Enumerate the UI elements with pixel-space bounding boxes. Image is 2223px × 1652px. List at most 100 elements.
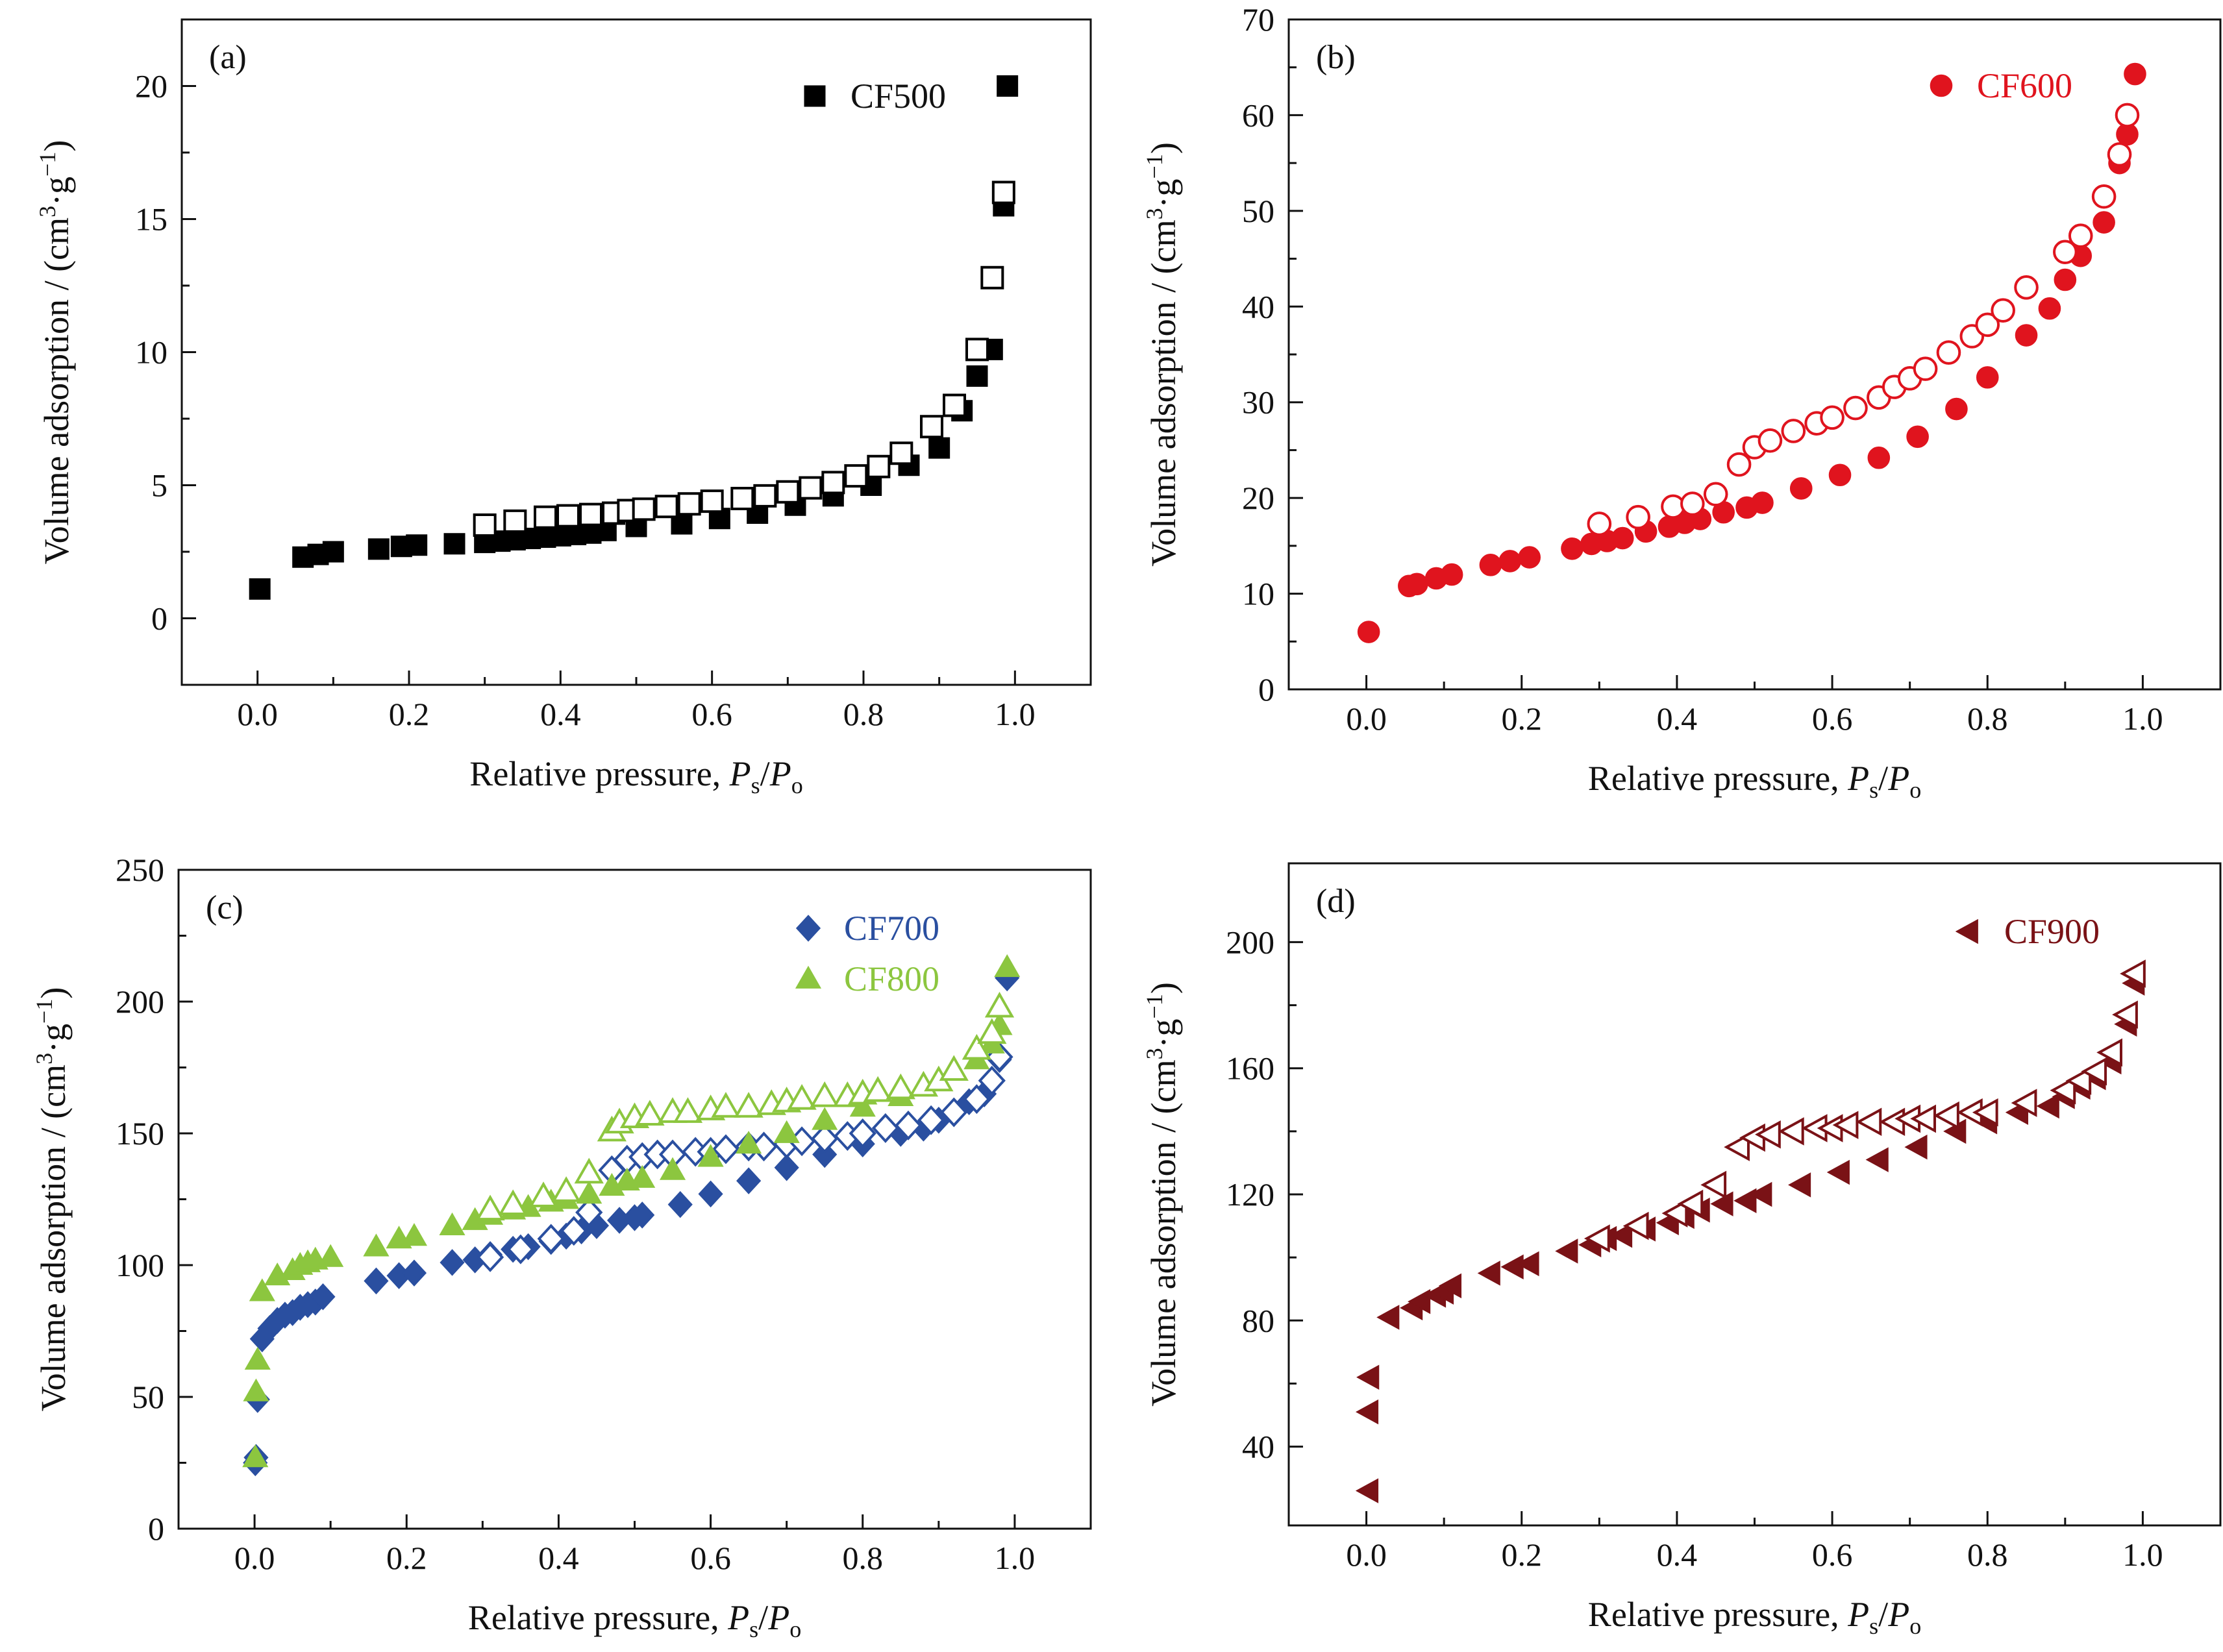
data-point-adsorption bbox=[1945, 397, 1968, 421]
data-point-desorption bbox=[498, 1189, 528, 1216]
data-point-desorption bbox=[635, 1100, 665, 1126]
data-point-adsorption bbox=[1357, 621, 1380, 643]
data-point-desorption bbox=[963, 1084, 991, 1115]
x-axis-label: Relative pressure, Ps/Po bbox=[1588, 1595, 1921, 1639]
data-point-adsorption bbox=[629, 1165, 656, 1188]
y-tick-label: 0 bbox=[1258, 671, 1274, 708]
series-CF500 bbox=[249, 75, 1019, 600]
data-point-desorption bbox=[1820, 405, 1844, 430]
y-tick-label: 100 bbox=[116, 1247, 164, 1283]
data-point-adsorption bbox=[1518, 546, 1541, 569]
data-point-adsorption bbox=[1751, 491, 1774, 514]
x-tick-label: 1.0 bbox=[2122, 700, 2163, 737]
data-point-desorption bbox=[730, 487, 754, 510]
data-point-desorption bbox=[943, 393, 966, 417]
data-point-desorption bbox=[977, 1018, 1007, 1044]
data-point-desorption bbox=[712, 1134, 740, 1165]
x-tick-label: 0.0 bbox=[1346, 700, 1387, 737]
data-point-adsorption bbox=[1906, 425, 1929, 449]
x-tick-label: 0.8 bbox=[843, 696, 884, 732]
data-point-desorption bbox=[863, 1076, 893, 1102]
data-point-desorption bbox=[503, 509, 527, 533]
data-point-desorption bbox=[1975, 312, 2000, 338]
x-tick-label: 0.0 bbox=[1346, 1536, 1387, 1573]
panel-label: (a) bbox=[209, 39, 247, 76]
x-tick-label: 0.6 bbox=[690, 1540, 731, 1576]
y-tick-label: 120 bbox=[1226, 1176, 1274, 1213]
y-tick-label: 200 bbox=[1226, 924, 1274, 960]
y-tick-label: 0 bbox=[151, 600, 168, 637]
data-point-desorption bbox=[556, 504, 580, 528]
data-point-desorption bbox=[734, 1092, 764, 1118]
y-tick-label: 40 bbox=[1242, 288, 1274, 325]
data-point-adsorption bbox=[249, 578, 271, 600]
y-tick-label: 150 bbox=[116, 1115, 164, 1152]
data-point-adsorption bbox=[1828, 463, 1852, 487]
data-point-adsorption bbox=[928, 437, 950, 459]
panel-3: 0.0 0.2 0.4 0.6 0.8 1.0 40 80 120 160 200 (d) Relati… bbox=[1141, 862, 2222, 1639]
data-point-desorption bbox=[1910, 1104, 1936, 1133]
data-point-desorption bbox=[849, 1118, 876, 1148]
panel-0: 0.0 0.2 0.4 0.6 0.8 1.0 0 5 10 15 20 (a) Relative pr… bbox=[34, 18, 1092, 798]
x-axis-label: Relative pressure, Ps/Po bbox=[469, 754, 802, 798]
data-point-desorption bbox=[2112, 1000, 2138, 1029]
data-point-desorption bbox=[1726, 452, 1752, 477]
data-point-desorption bbox=[940, 1097, 968, 1128]
data-point-adsorption bbox=[1477, 1261, 1500, 1286]
data-point-adsorption bbox=[1479, 554, 1502, 576]
data-point-adsorption bbox=[1611, 526, 1634, 550]
data-point-desorption bbox=[711, 1092, 741, 1118]
data-point-desorption bbox=[1879, 1107, 1906, 1137]
data-point-desorption bbox=[1700, 1170, 1727, 1200]
data-point-adsorption bbox=[249, 1278, 275, 1301]
y-tick-label: 5 bbox=[151, 467, 168, 504]
data-point-desorption bbox=[1913, 356, 1938, 381]
data-point-adsorption bbox=[2093, 211, 2115, 234]
data-point-adsorption bbox=[698, 1180, 723, 1208]
plot-frame bbox=[1287, 18, 2222, 691]
data-point-desorption bbox=[506, 1234, 534, 1264]
data-point-desorption bbox=[867, 454, 891, 478]
data-point-desorption bbox=[2096, 1038, 2122, 1067]
panel-2: 0.0 0.2 0.4 0.6 0.8 1.0 0 50 100 150 200 250 (c) Rela… bbox=[31, 852, 1092, 1642]
data-point-desorption bbox=[1856, 1107, 1882, 1137]
x-tick-label: 0.8 bbox=[1967, 1536, 2008, 1573]
data-point-adsorption bbox=[401, 1259, 427, 1287]
data-point-adsorption bbox=[1733, 1188, 1757, 1213]
x-tick-label: 1.0 bbox=[995, 696, 1036, 732]
data-point-adsorption bbox=[994, 954, 1021, 978]
data-point-adsorption bbox=[736, 1167, 762, 1194]
y-tick-label: 0 bbox=[148, 1510, 164, 1547]
data-point-adsorption bbox=[773, 1120, 800, 1143]
data-point-adsorption bbox=[1438, 1273, 1462, 1299]
data-point-adsorption bbox=[364, 1267, 389, 1295]
data-point-desorption bbox=[2065, 1066, 2092, 1095]
series-desorption-1 bbox=[476, 1042, 1013, 1272]
data-point-desorption bbox=[2115, 103, 2140, 128]
data-point-adsorption bbox=[1561, 537, 1583, 560]
series-CF700 bbox=[243, 964, 1020, 1477]
data-point-adsorption bbox=[367, 538, 390, 560]
data-point-desorption bbox=[2068, 223, 2093, 248]
data-point-desorption bbox=[575, 1197, 603, 1227]
data-point-adsorption bbox=[1516, 1251, 1539, 1277]
data-point-desorption bbox=[654, 495, 678, 519]
data-point-adsorption bbox=[1500, 1254, 1524, 1279]
data-point-desorption bbox=[2107, 142, 2132, 167]
data-point-desorption bbox=[677, 492, 701, 516]
x-tick-label: 0.2 bbox=[1502, 700, 1543, 737]
data-point-adsorption bbox=[1555, 1239, 1578, 1264]
data-point-desorption bbox=[2011, 1089, 2037, 1117]
data-point-desorption bbox=[1781, 419, 1806, 443]
x-tick-label: 0.2 bbox=[1502, 1536, 1543, 1573]
legend-label: CF600 bbox=[1977, 66, 2072, 105]
data-point-desorption bbox=[886, 1073, 915, 1100]
data-point-adsorption bbox=[2054, 268, 2077, 291]
panel-label: (c) bbox=[206, 889, 243, 926]
data-point-desorption bbox=[534, 505, 557, 529]
data-point-desorption bbox=[1677, 1189, 1704, 1218]
data-point-adsorption bbox=[630, 1202, 655, 1229]
data-point-desorption bbox=[1661, 1199, 1688, 1227]
y-tick-label: 40 bbox=[1242, 1429, 1274, 1465]
y-tick-label: 160 bbox=[1226, 1050, 1274, 1087]
